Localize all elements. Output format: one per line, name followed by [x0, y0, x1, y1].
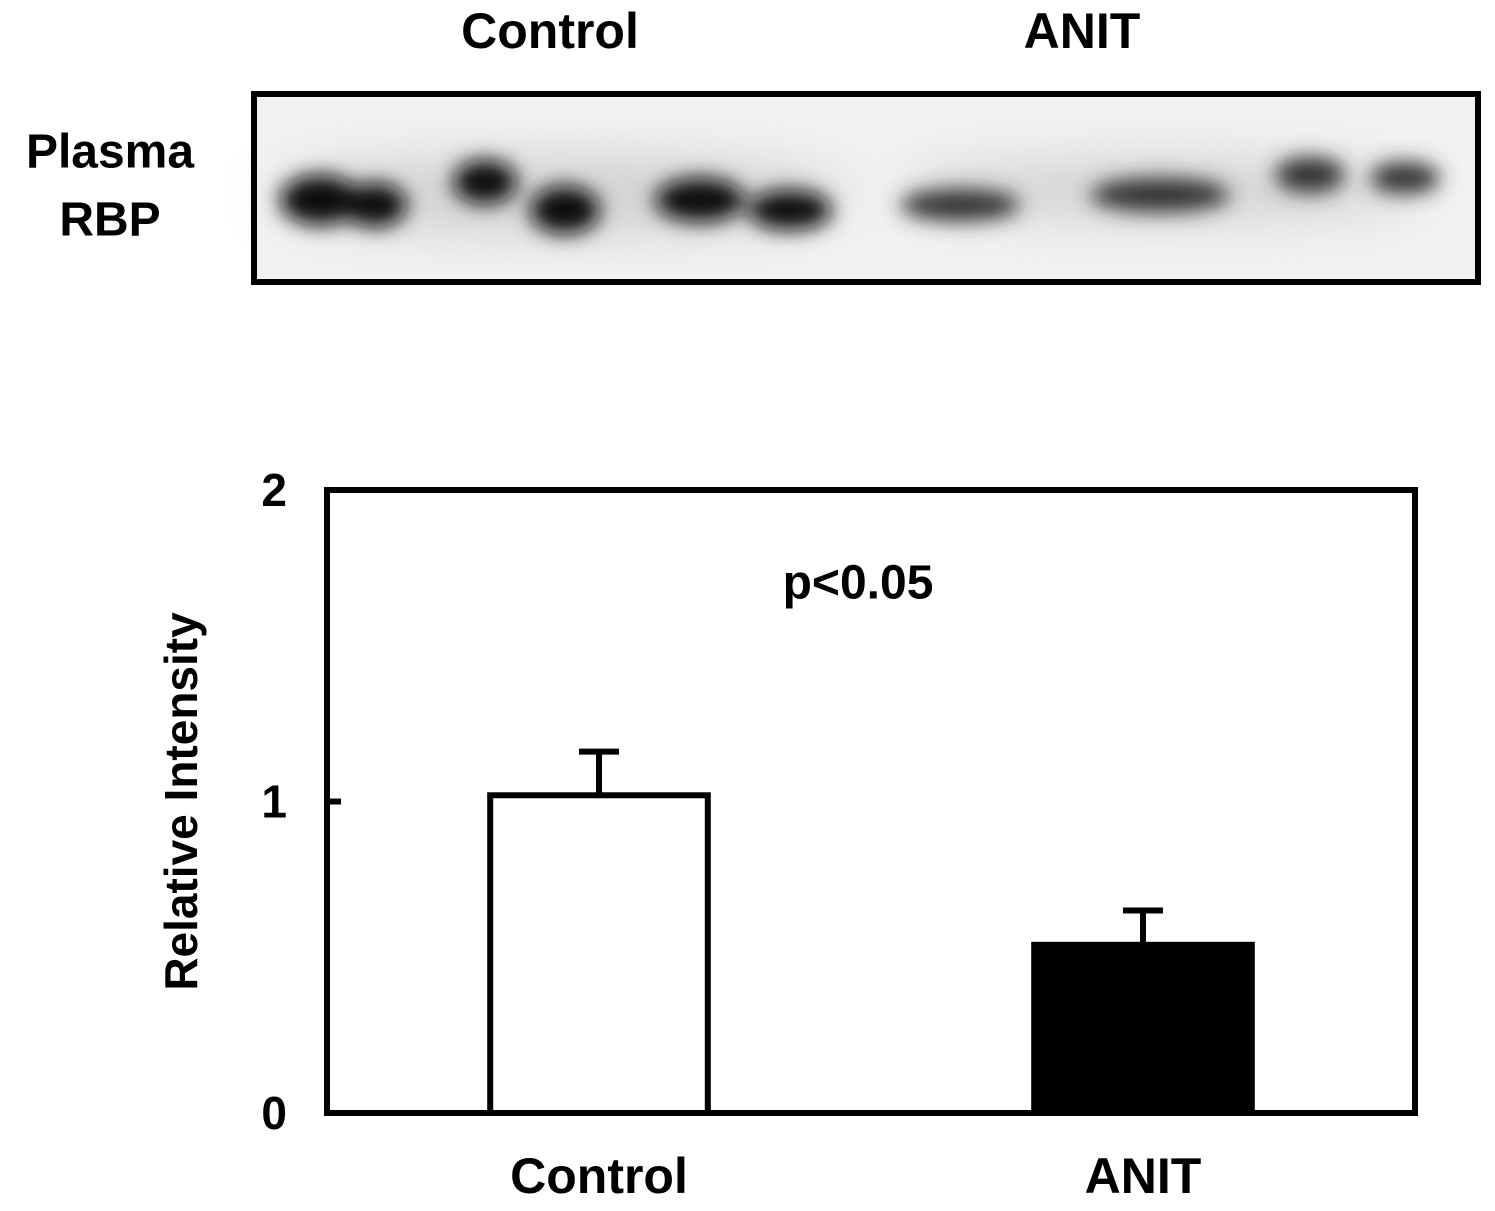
x-tick-label: ANIT — [1085, 1148, 1202, 1204]
annotation: p<0.05 — [783, 557, 934, 610]
blot-image — [251, 91, 1481, 285]
y-tick-label: 0 — [261, 1087, 287, 1139]
blot-row-label: RBP — [59, 194, 160, 247]
bar — [1031, 941, 1255, 1116]
plot-frame — [324, 487, 1418, 1116]
x-tick-label: Control — [510, 1148, 688, 1204]
y-tick-label: 1 — [261, 776, 287, 828]
y-axis-label: Relative Intensity — [155, 612, 207, 991]
blot-lane-label: Control — [461, 3, 639, 59]
bar — [487, 792, 711, 1117]
blot-lane-label: ANIT — [1024, 3, 1141, 59]
blot-row-label: Plasma — [26, 126, 194, 179]
y-tick-label: 2 — [261, 464, 287, 516]
